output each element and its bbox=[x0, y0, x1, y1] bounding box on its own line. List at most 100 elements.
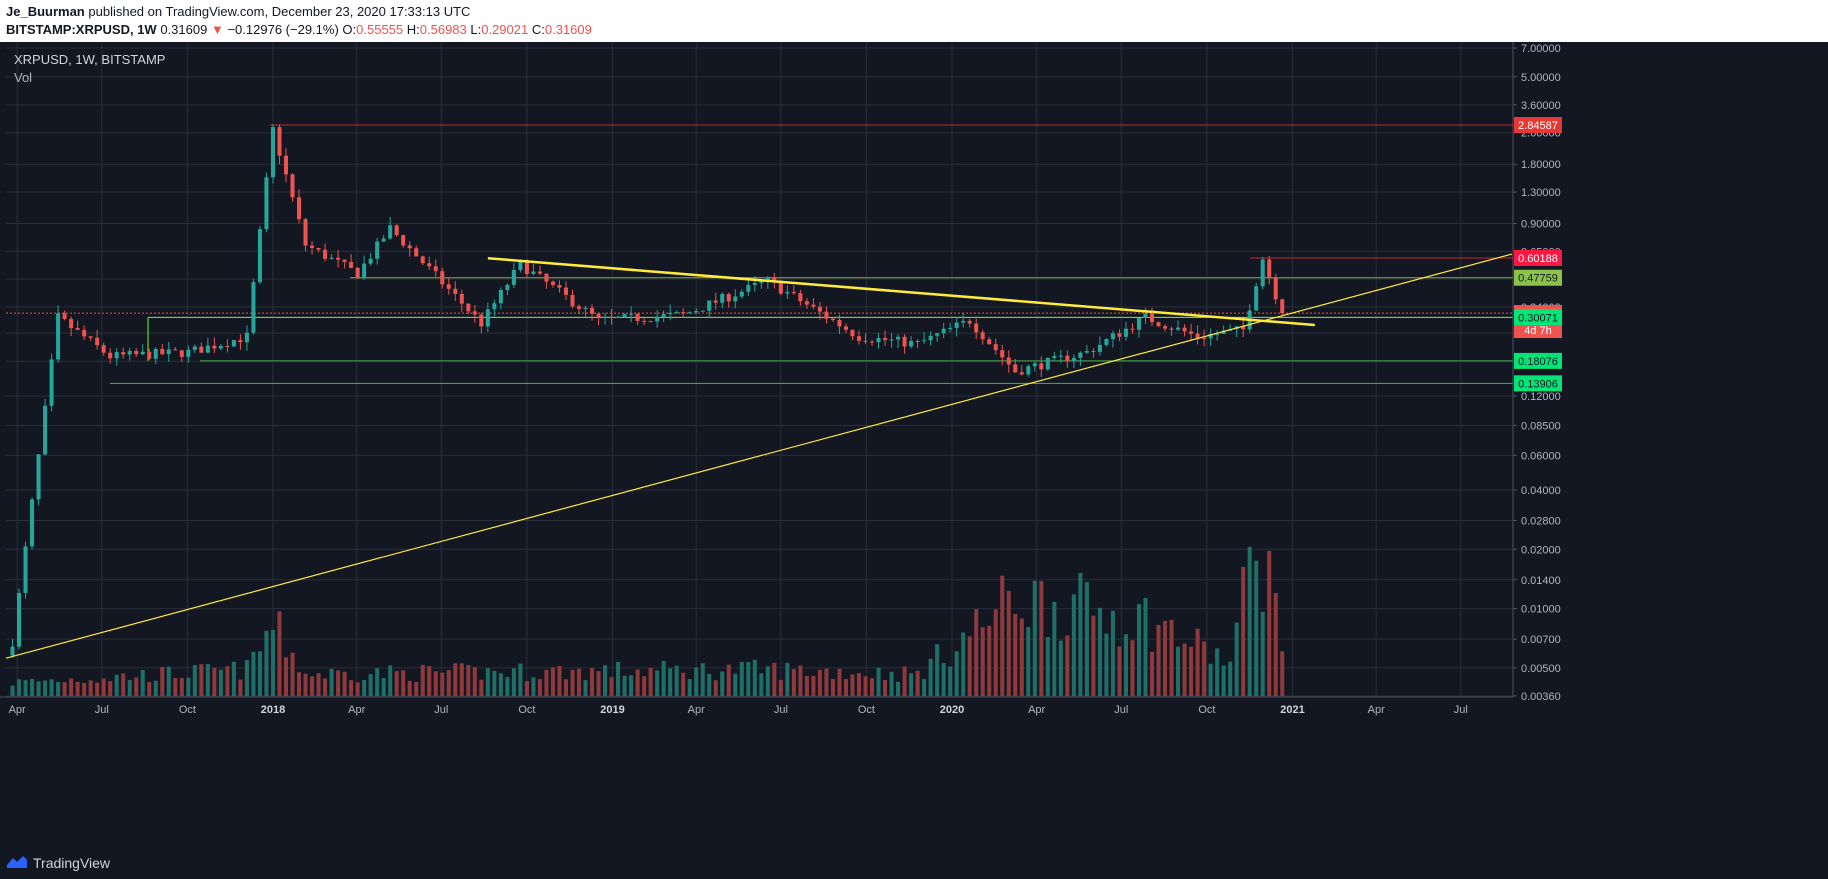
candle-body bbox=[902, 336, 907, 347]
volume-bar bbox=[922, 679, 927, 696]
volume-bar bbox=[557, 666, 562, 696]
volume-bar bbox=[772, 662, 777, 696]
candles[interactable] bbox=[10, 124, 1285, 658]
last-price: 0.31609 bbox=[160, 22, 208, 37]
volume-bar bbox=[179, 678, 184, 696]
x-tick-label: 2018 bbox=[261, 704, 285, 716]
price-label-text: 0.13906 bbox=[1518, 378, 1558, 390]
volume-bar bbox=[498, 673, 503, 696]
candle-body bbox=[329, 257, 334, 259]
candle-body bbox=[811, 304, 816, 307]
volume-bar bbox=[62, 682, 67, 696]
volume-bar bbox=[563, 679, 569, 696]
trendlines[interactable] bbox=[5, 253, 1513, 659]
volume-bar bbox=[1091, 615, 1096, 696]
price-axis[interactable]: 7.000005.000003.600002.600001.800001.300… bbox=[1512, 42, 1561, 703]
candle-body bbox=[915, 340, 920, 342]
volume-bar bbox=[1104, 633, 1109, 696]
volume-bar bbox=[948, 666, 953, 696]
volume-bar bbox=[349, 680, 354, 696]
x-tick-label: Apr bbox=[1028, 704, 1045, 716]
volume-bar bbox=[537, 679, 542, 696]
volume-bar bbox=[1039, 581, 1044, 696]
volume-bar bbox=[883, 680, 888, 696]
candle-body bbox=[270, 127, 275, 178]
candle-body bbox=[941, 328, 946, 334]
header-bar: Je_Buurman published on TradingView.com,… bbox=[0, 0, 1828, 42]
candle-body bbox=[440, 271, 445, 285]
volume-bar bbox=[1234, 622, 1239, 696]
candle-body bbox=[876, 338, 881, 343]
chart-legend-title[interactable]: XRPUSD, 1W, BITSTAMP bbox=[14, 52, 166, 67]
volume-bar bbox=[824, 668, 829, 696]
volume-bar bbox=[459, 663, 464, 696]
author-name[interactable]: Je_Buurman bbox=[6, 4, 85, 19]
volume-bar bbox=[101, 678, 106, 696]
candle-body bbox=[310, 245, 315, 248]
candle-body bbox=[316, 247, 321, 250]
volume-bar bbox=[791, 669, 796, 696]
candle-body bbox=[674, 312, 679, 314]
volume-bar bbox=[954, 651, 959, 696]
candle-body bbox=[544, 273, 549, 282]
candle-body bbox=[69, 318, 74, 329]
volume-bar bbox=[257, 651, 262, 696]
candle-body bbox=[896, 336, 901, 340]
x-tick-label: Apr bbox=[688, 704, 705, 716]
candle-body bbox=[837, 319, 842, 327]
candle-body bbox=[791, 292, 796, 294]
candle-body bbox=[967, 320, 972, 324]
tradingview-logo-icon[interactable] bbox=[6, 854, 28, 870]
volume-bar bbox=[205, 663, 210, 696]
x-tick-label: Oct bbox=[518, 704, 535, 716]
volume-bar bbox=[674, 665, 679, 696]
candle-body bbox=[752, 282, 757, 285]
y-tick-label: 7.00000 bbox=[1521, 43, 1561, 55]
candle-body bbox=[635, 313, 640, 321]
candle-body bbox=[629, 313, 634, 315]
price-chart[interactable]: 7.000005.000003.600002.600001.800001.300… bbox=[0, 42, 1828, 846]
volume-bar bbox=[362, 680, 367, 696]
candle-body bbox=[804, 301, 809, 305]
price-label-box bbox=[1514, 309, 1562, 326]
volume-bar bbox=[876, 667, 881, 696]
low-value: 0.29021 bbox=[481, 22, 529, 37]
volume-bar bbox=[759, 673, 764, 696]
volume-bar bbox=[342, 671, 347, 696]
volume-bar bbox=[407, 680, 412, 696]
volume-bar bbox=[1280, 651, 1285, 696]
time-axis[interactable]: Apr Jul Oct 2018 Apr Jul Oct 2019 Apr Jul Oct 2020 A… bbox=[0, 696, 1513, 716]
volume-bar bbox=[655, 670, 660, 696]
y-tick-label: 3.60000 bbox=[1521, 100, 1561, 112]
volume-bar bbox=[95, 682, 100, 696]
volume-bar bbox=[1260, 611, 1265, 696]
candle-body bbox=[1052, 355, 1057, 358]
x-tick-label: Apr bbox=[348, 704, 365, 716]
candle-body bbox=[323, 249, 328, 259]
candle-body bbox=[817, 306, 822, 312]
horizontal-levels bbox=[6, 124, 1513, 384]
volume-bar bbox=[446, 670, 451, 696]
volume-bar bbox=[277, 611, 282, 696]
volume-bar bbox=[1254, 560, 1259, 696]
volume-legend[interactable]: Vol bbox=[14, 70, 33, 85]
candle-body bbox=[1280, 299, 1285, 314]
y-tick-label: 0.06000 bbox=[1521, 450, 1561, 462]
volume-bar bbox=[830, 678, 835, 696]
candle-body bbox=[570, 294, 575, 307]
candle-body bbox=[62, 313, 67, 319]
volume-bar bbox=[1241, 566, 1246, 696]
candle-body bbox=[661, 313, 666, 317]
volume-bar bbox=[388, 665, 393, 696]
volume-bar bbox=[550, 667, 555, 696]
candle-body bbox=[1143, 313, 1148, 318]
tradingview-brand[interactable]: TradingView bbox=[33, 855, 111, 871]
candle-body bbox=[1260, 259, 1265, 287]
candle-body bbox=[830, 318, 835, 320]
candle-body bbox=[114, 352, 119, 359]
volume-bar bbox=[440, 672, 445, 696]
candle-body bbox=[531, 271, 536, 274]
volume-bar bbox=[75, 681, 80, 696]
candle-body bbox=[82, 329, 87, 337]
